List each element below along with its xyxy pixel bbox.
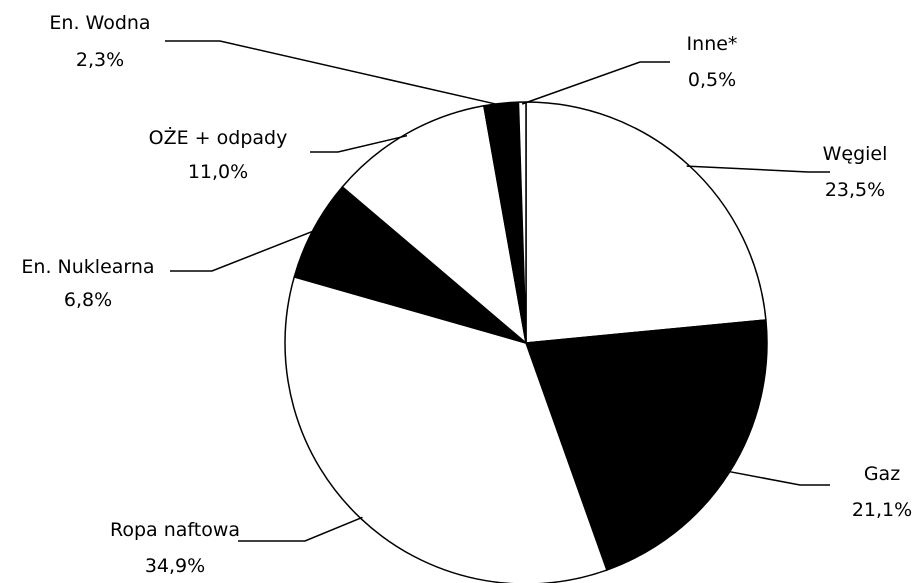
- leader-line: [686, 165, 830, 173]
- label-gaz-name: Gaz: [864, 463, 900, 485]
- leader-line: [238, 516, 363, 542]
- leader-line: [310, 134, 408, 153]
- leader-line: [165, 40, 502, 107]
- label-nuklearna-name: En. Nuklearna: [21, 256, 154, 278]
- label-inne-name: Inne*: [687, 33, 738, 55]
- slice-wegiel: [525, 101, 767, 344]
- label-gaz-value: 21,1%: [852, 499, 912, 521]
- label-ropa-value: 34,9%: [145, 555, 205, 577]
- label-wegiel-name: Węgiel: [823, 143, 888, 165]
- pie-slices: [284, 101, 768, 583]
- label-ropa-name: Ropa naftowa: [110, 519, 240, 541]
- data-labels: Węgiel 23,5% Gaz 21,1% Ropa naftowa 34,9…: [21, 12, 912, 577]
- slice-oze-odpady: [341, 104, 527, 344]
- label-wodna-name: En. Wodna: [49, 12, 150, 34]
- label-oze-name: OŻE + odpady: [149, 126, 288, 149]
- leader-line: [170, 229, 316, 272]
- label-oze-value: 11,0%: [188, 161, 248, 183]
- label-wegiel-value: 23,5%: [825, 179, 885, 201]
- label-nuklearna-value: 6,8%: [64, 289, 112, 311]
- leader-line: [521, 61, 670, 105]
- label-inne-value: 0,5%: [688, 69, 736, 91]
- leader-lines: [165, 40, 830, 542]
- label-wodna-value: 2,3%: [76, 49, 124, 71]
- leader-line: [727, 470, 830, 486]
- slice-ropa-naftowa: [284, 276, 608, 583]
